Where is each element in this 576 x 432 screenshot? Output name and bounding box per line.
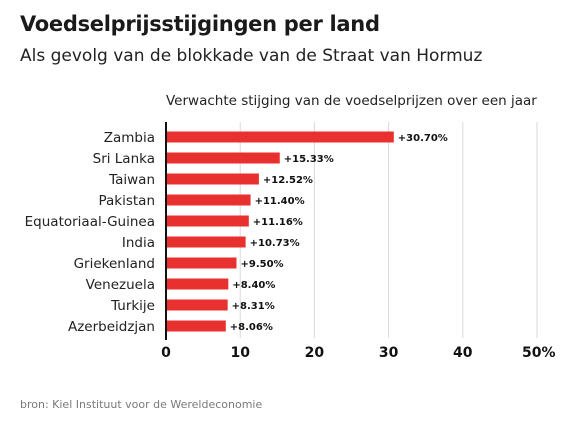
category-label: Taiwan	[108, 172, 155, 188]
x-tick-label: 50%	[522, 345, 556, 361]
bar	[166, 131, 394, 143]
x-tick-label: 40	[453, 345, 473, 361]
data-label: +8.06%	[230, 322, 273, 333]
category-label: Venezuela	[86, 277, 155, 293]
category-label: Pakistan	[98, 193, 155, 209]
category-label: Azerbeidzjan	[68, 319, 155, 335]
bar	[166, 320, 226, 332]
chart-title: Voedselprijsstijgingen per land	[20, 12, 380, 36]
category-label: Zambia	[104, 130, 155, 146]
data-label: +30.70%	[398, 133, 448, 144]
source-note: bron: Kiel Instituut voor de Wereldecono…	[20, 398, 263, 411]
data-label: +9.50%	[240, 259, 283, 270]
category-label: Equatoriaal-Guinea	[25, 214, 155, 230]
data-label: +8.40%	[232, 280, 275, 291]
category-label: Griekenland	[74, 256, 155, 272]
data-label: +12.52%	[263, 175, 313, 186]
bar	[166, 236, 246, 248]
category-label: Sri Lanka	[93, 151, 155, 167]
bar	[166, 152, 280, 164]
x-tick-label: 20	[305, 345, 325, 361]
x-tick-label: 30	[379, 345, 399, 361]
bar	[166, 215, 249, 227]
bar	[166, 173, 259, 185]
category-label: India	[122, 235, 155, 251]
data-label: +8.31%	[232, 301, 275, 312]
category-label: Turkije	[110, 298, 155, 314]
data-label: +11.40%	[255, 196, 305, 207]
x-tick-label: 10	[230, 345, 250, 361]
bar	[166, 278, 229, 290]
data-label: +10.73%	[250, 238, 300, 249]
chart-subtitle: Als gevolg van de blokkade van de Straat…	[20, 46, 483, 66]
bar	[166, 257, 237, 269]
data-label: +11.16%	[253, 217, 303, 228]
data-label: +15.33%	[284, 154, 334, 165]
bar	[166, 194, 251, 206]
bar	[166, 299, 228, 311]
x-tick-label: 0	[161, 345, 171, 361]
axis-caption: Verwachte stijging van de voedselprijzen…	[166, 93, 537, 109]
